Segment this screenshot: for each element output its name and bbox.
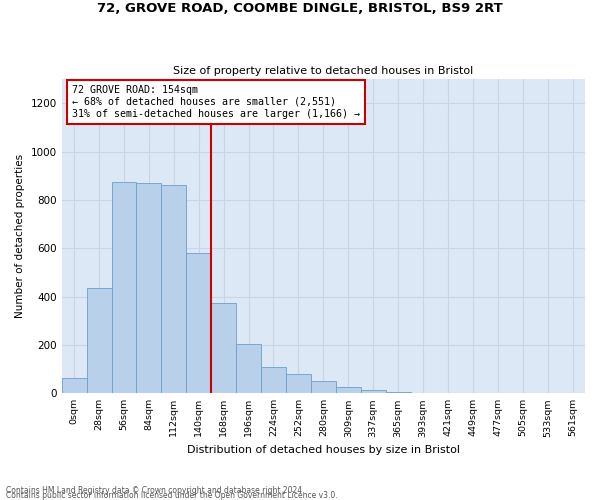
Bar — [136, 183, 161, 394]
Bar — [311, 381, 336, 394]
Bar — [211, 302, 236, 394]
Bar — [386, 392, 410, 394]
Bar — [112, 182, 136, 394]
Text: Contains HM Land Registry data © Crown copyright and database right 2024.: Contains HM Land Registry data © Crown c… — [6, 486, 305, 495]
Title: Size of property relative to detached houses in Bristol: Size of property relative to detached ho… — [173, 66, 473, 76]
Text: Contains public sector information licensed under the Open Government Licence v3: Contains public sector information licen… — [6, 490, 338, 500]
Bar — [62, 378, 86, 394]
Bar — [361, 390, 386, 394]
Bar — [261, 366, 286, 394]
Text: 72, GROVE ROAD, COOMBE DINGLE, BRISTOL, BS9 2RT: 72, GROVE ROAD, COOMBE DINGLE, BRISTOL, … — [97, 2, 503, 16]
Bar — [186, 253, 211, 394]
Bar — [286, 374, 311, 394]
Bar — [161, 186, 186, 394]
Bar — [336, 388, 361, 394]
X-axis label: Distribution of detached houses by size in Bristol: Distribution of detached houses by size … — [187, 445, 460, 455]
Text: 72 GROVE ROAD: 154sqm
← 68% of detached houses are smaller (2,551)
31% of semi-d: 72 GROVE ROAD: 154sqm ← 68% of detached … — [72, 86, 360, 118]
Bar — [236, 344, 261, 394]
Bar — [86, 288, 112, 394]
Y-axis label: Number of detached properties: Number of detached properties — [15, 154, 25, 318]
